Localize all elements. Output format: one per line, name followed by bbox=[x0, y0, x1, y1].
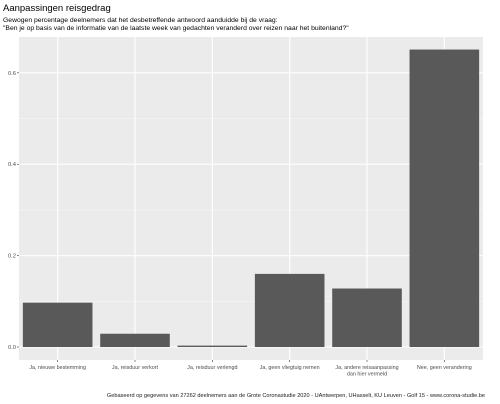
bar bbox=[332, 288, 402, 347]
chart-subtitle-line-2: "Ben je op basis van de informatie van d… bbox=[3, 25, 349, 32]
bar bbox=[22, 302, 93, 347]
y-tick-label: 0.6 bbox=[8, 71, 16, 77]
bars bbox=[22, 49, 480, 347]
chart-caption: Gebaseerd op gegevens van 27262 deelneme… bbox=[107, 393, 485, 399]
bar bbox=[409, 49, 480, 347]
plot-panel bbox=[19, 37, 483, 360]
x-tick-label: Ja, andere reisaanpassing dan hier vermel… bbox=[335, 365, 398, 378]
y-tick-label: 0.0 bbox=[8, 345, 16, 351]
bar bbox=[254, 273, 325, 347]
chart-subtitle-line-1: Gewogen percentage deelnemers dat het de… bbox=[3, 17, 278, 24]
x-axis: Ja, nieuwe bestemming Ja, reisduur verkor… bbox=[29, 360, 472, 378]
y-axis: 0.0 0.2 0.4 0.6 bbox=[8, 71, 19, 351]
x-tick-label: Nee, geen verandering bbox=[417, 365, 472, 371]
y-tick-label: 0.4 bbox=[8, 162, 17, 168]
y-tick-label: 0.2 bbox=[8, 254, 16, 260]
x-tick-label: Ja, nieuwe bestemming bbox=[29, 365, 86, 371]
x-tick-label: Ja, reisduur verlengd bbox=[187, 365, 237, 371]
x-tick-label: Ja, geen vliegtuig nemen bbox=[260, 365, 320, 371]
bar bbox=[177, 345, 248, 347]
x-tick-label: Ja, reisduur verkort bbox=[112, 365, 159, 371]
chart-title: Aanpassingen reisgedrag bbox=[3, 3, 111, 14]
bar bbox=[100, 333, 170, 347]
